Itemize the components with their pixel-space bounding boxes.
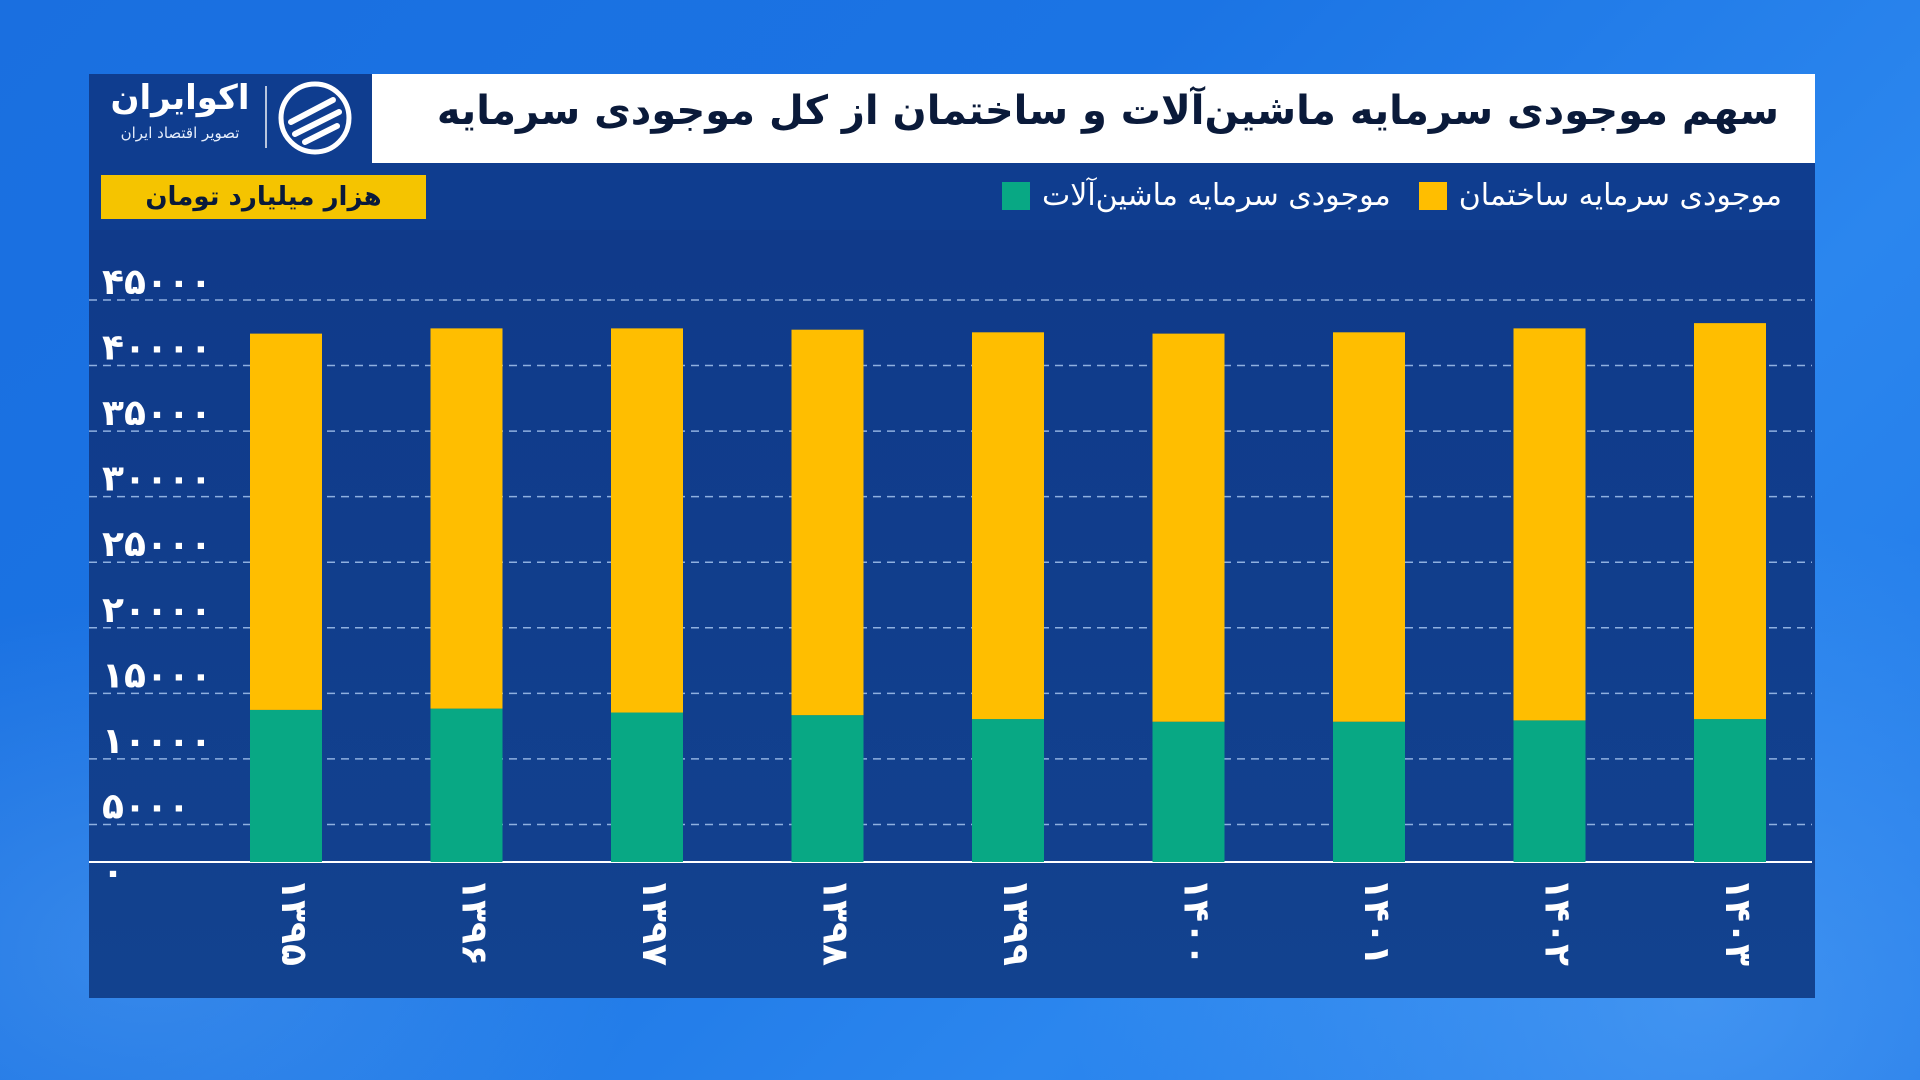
x-tick-label: ۱۳۹۶ (454, 878, 495, 966)
logo-name: اکوایران (110, 78, 250, 118)
bar-buildings (430, 328, 503, 709)
bar-machinery (1513, 720, 1586, 862)
legend-swatch-buildings (1418, 181, 1447, 210)
bar-buildings (791, 329, 864, 716)
legend-label-machinery: موجودی سرمایه ماشین‌آلات (1041, 178, 1391, 213)
legend-item-machinery: موجودی سرمایه ماشین‌آلات (1001, 178, 1391, 213)
x-tick-label: ۱۳۹۹ (995, 878, 1036, 966)
logo-divider (265, 86, 267, 148)
x-tick-label: ۱۴۰۰ (1176, 878, 1217, 966)
y-tick-label: ۰ (102, 852, 124, 893)
x-tick-label: ۱۴۰۳ (1717, 878, 1758, 966)
x-tick-label: ۱۳۹۸ (815, 878, 856, 966)
x-tick-label: ۱۴۰۲ (1537, 878, 1578, 966)
legend: موجودی سرمایه ماشین‌آلات موجودی سرمایه س… (1001, 178, 1782, 213)
unit-badge: هزار میلیارد تومان (101, 175, 426, 219)
bar-machinery (611, 712, 683, 862)
bar-machinery (1333, 721, 1405, 862)
bar-buildings (1513, 328, 1586, 721)
legend-label-buildings: موجودی سرمایه ساختمان (1458, 178, 1782, 213)
chart-title: سهم موجودی سرمایه ماشین‌آلات و ساختمان ا… (436, 88, 1779, 134)
y-tick-label: ۳۵۰۰۰ (102, 393, 212, 434)
legend-swatch-machinery (1001, 181, 1030, 210)
bar-machinery (1694, 719, 1766, 862)
x-tick-label: ۱۴۰۱ (1356, 878, 1397, 966)
y-tick-label: ۵۰۰۰ (102, 786, 190, 827)
y-tick-label: ۲۵۰۰۰ (102, 524, 212, 565)
bar-buildings (611, 328, 683, 713)
bar-machinery (250, 709, 322, 862)
y-tick-label: ۱۰۰۰۰ (102, 721, 212, 762)
y-tick-label: ۱۵۰۰۰ (102, 655, 212, 696)
bar-machinery (972, 719, 1044, 862)
bar-buildings (1694, 323, 1766, 720)
bar-buildings (1333, 332, 1405, 722)
y-tick-label: ۳۰۰۰۰ (102, 459, 212, 500)
ecoiran-logo-icon (278, 81, 352, 155)
bar-machinery (791, 715, 864, 862)
x-tick-label: ۱۳۹۷ (634, 878, 675, 966)
bar-machinery (430, 708, 503, 862)
x-tick-label: ۱۳۹۵ (273, 878, 314, 966)
bar-buildings (250, 333, 322, 710)
bar-machinery (1152, 721, 1225, 862)
y-tick-label: ۲۰۰۰۰ (102, 590, 212, 631)
bar-buildings (972, 332, 1044, 720)
legend-item-buildings: موجودی سرمایه ساختمان (1418, 178, 1782, 213)
logo-subtitle: تصویر اقتصاد ایران (120, 124, 240, 142)
title-bar: سهم موجودی سرمایه ماشین‌آلات و ساختمان ا… (372, 74, 1815, 163)
y-tick-label: ۴۰۰۰۰ (102, 328, 212, 369)
y-tick-label: ۴۵۰۰۰ (102, 262, 212, 303)
bar-buildings (1152, 333, 1225, 722)
